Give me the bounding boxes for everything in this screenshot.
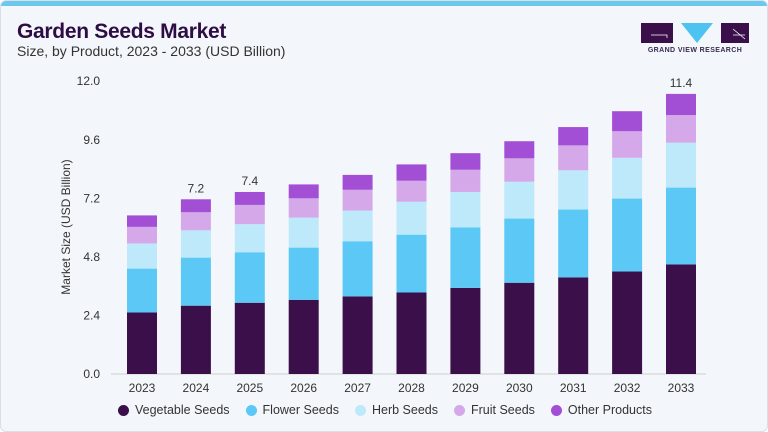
bar-segment-herb-seeds-2023 (127, 243, 157, 269)
bar-segment-vegetable-seeds-2023 (127, 312, 157, 374)
data-label-2033: 11.4 (670, 76, 693, 90)
legend-marker (354, 404, 366, 416)
bar-segment-fruit-seeds-2030 (504, 158, 535, 182)
bar-segment-herb-seeds-2029 (450, 191, 481, 228)
bar-segment-flower-seeds-2024 (180, 257, 211, 306)
x-tick-label: 2027 (344, 381, 371, 395)
y-tick-label: 7.2 (83, 191, 100, 205)
bar-segment-vegetable-seeds-2028 (396, 292, 427, 374)
bar-segment-other-products-2029 (450, 153, 481, 170)
chart-subtitle: Size, by Product, 2023 - 2033 (USD Billi… (17, 43, 286, 59)
legend-label: Herb Seeds (371, 403, 438, 417)
bar-segment-other-products-2032 (612, 111, 643, 132)
bar-segment-vegetable-seeds-2029 (450, 287, 481, 374)
data-label-2025: 7.4 (241, 174, 258, 188)
accent-bar (1, 1, 767, 6)
x-tick-label: 2024 (183, 381, 210, 395)
bar-segment-vegetable-seeds-2027 (342, 296, 373, 374)
bar-segment-flower-seeds-2031 (558, 209, 589, 278)
legend-marker (453, 404, 465, 416)
bar-segment-flower-seeds-2026 (288, 247, 319, 300)
bar-segment-herb-seeds-2027 (342, 210, 373, 242)
bar-segment-fruit-seeds-2028 (396, 180, 427, 202)
bar-segment-other-products-2033 (666, 93, 696, 116)
bar-segment-herb-seeds-2030 (504, 181, 535, 219)
bar-segment-fruit-seeds-2032 (612, 131, 643, 158)
bar-segment-fruit-seeds-2033 (666, 115, 696, 143)
bar-segment-fruit-seeds-2025 (234, 204, 265, 225)
bar-segment-fruit-seeds-2026 (288, 198, 319, 218)
bar-segment-vegetable-seeds-2024 (180, 305, 211, 374)
legend-item: Flower Seeds (245, 403, 339, 417)
bar-segment-fruit-seeds-2023 (127, 226, 157, 244)
y-tick-label: 4.8 (83, 250, 100, 264)
bar-segment-vegetable-seeds-2033 (666, 264, 696, 374)
bar-segment-other-products-2024 (180, 199, 211, 213)
y-tick-label: 0.0 (83, 367, 100, 381)
legend-marker (245, 404, 257, 416)
bar-segment-herb-seeds-2024 (180, 230, 211, 258)
bar-segment-vegetable-seeds-2030 (504, 282, 535, 374)
bar-segment-fruit-seeds-2024 (180, 212, 211, 231)
legend-label: Vegetable Seeds (135, 403, 230, 417)
x-tick-label: 2030 (506, 381, 533, 395)
x-tick-label: 2025 (236, 381, 263, 395)
y-axis-label: Market Size (USD Billion) (59, 159, 73, 294)
data-label-2024: 7.2 (188, 181, 205, 195)
bar-segment-fruit-seeds-2031 (558, 145, 589, 171)
legend-item: Fruit Seeds (453, 403, 535, 417)
x-tick-label: 2029 (452, 381, 479, 395)
y-tick-label: 9.6 (83, 133, 100, 147)
chart-title: Garden Seeds Market (17, 20, 227, 43)
bar-segment-vegetable-seeds-2032 (612, 271, 643, 374)
legend-label: Fruit Seeds (470, 403, 535, 417)
y-tick-label: 2.4 (83, 308, 100, 322)
x-tick-label: 2028 (398, 381, 425, 395)
bar-segment-other-products-2027 (342, 174, 373, 190)
bar-segment-fruit-seeds-2027 (342, 189, 373, 211)
logo-text: GRAND VIEW RESEARCH (647, 47, 743, 54)
bar-segment-flower-seeds-2025 (234, 252, 265, 303)
x-tick-label: 2026 (290, 381, 317, 395)
bar-segment-herb-seeds-2032 (612, 157, 643, 199)
y-tick-label: 12.0 (77, 74, 101, 88)
legend-label: Other Products (567, 403, 652, 417)
bar-segment-herb-seeds-2028 (396, 201, 427, 235)
bar-segment-other-products-2026 (288, 184, 319, 199)
x-tick-label: 2031 (560, 381, 587, 395)
bar-segment-herb-seeds-2026 (288, 217, 319, 248)
x-tick-label: 2023 (129, 381, 156, 395)
bar-segment-herb-seeds-2033 (666, 142, 696, 188)
legend-item: Herb Seeds (354, 403, 438, 417)
bar-segment-other-products-2023 (127, 215, 157, 227)
x-tick-label: 2033 (668, 381, 695, 395)
bar-segment-flower-seeds-2028 (396, 234, 427, 293)
bar-segment-other-products-2028 (396, 164, 427, 181)
bar-segment-herb-seeds-2025 (234, 224, 265, 253)
bar-segment-flower-seeds-2033 (666, 187, 696, 265)
bar-segment-herb-seeds-2031 (558, 170, 589, 210)
bar-segment-other-products-2025 (234, 191, 265, 205)
legend-marker (118, 404, 129, 416)
bar-segment-vegetable-seeds-2025 (234, 302, 265, 374)
bar-segment-flower-seeds-2023 (127, 268, 157, 313)
bar-segment-flower-seeds-2029 (450, 227, 481, 288)
bar-segment-flower-seeds-2032 (612, 198, 643, 272)
grand-view-research-logo (641, 23, 749, 43)
bar-segment-other-products-2030 (504, 141, 535, 159)
legend-item: Other Products (550, 403, 652, 417)
bar-segment-vegetable-seeds-2031 (558, 277, 589, 374)
legend: Vegetable Seeds Flower Seeds Herb Seeds Fru… (1, 403, 767, 417)
legend-label: Flower Seeds (262, 403, 339, 417)
bar-segment-fruit-seeds-2029 (450, 169, 481, 192)
x-tick-label: 2032 (614, 381, 641, 395)
bar-segment-flower-seeds-2030 (504, 218, 535, 283)
legend-marker (550, 404, 562, 416)
bar-segment-other-products-2031 (558, 127, 589, 146)
bar-segment-flower-seeds-2027 (342, 241, 373, 297)
legend-item: Vegetable Seeds (118, 403, 230, 417)
bar-segment-vegetable-seeds-2026 (288, 299, 319, 374)
